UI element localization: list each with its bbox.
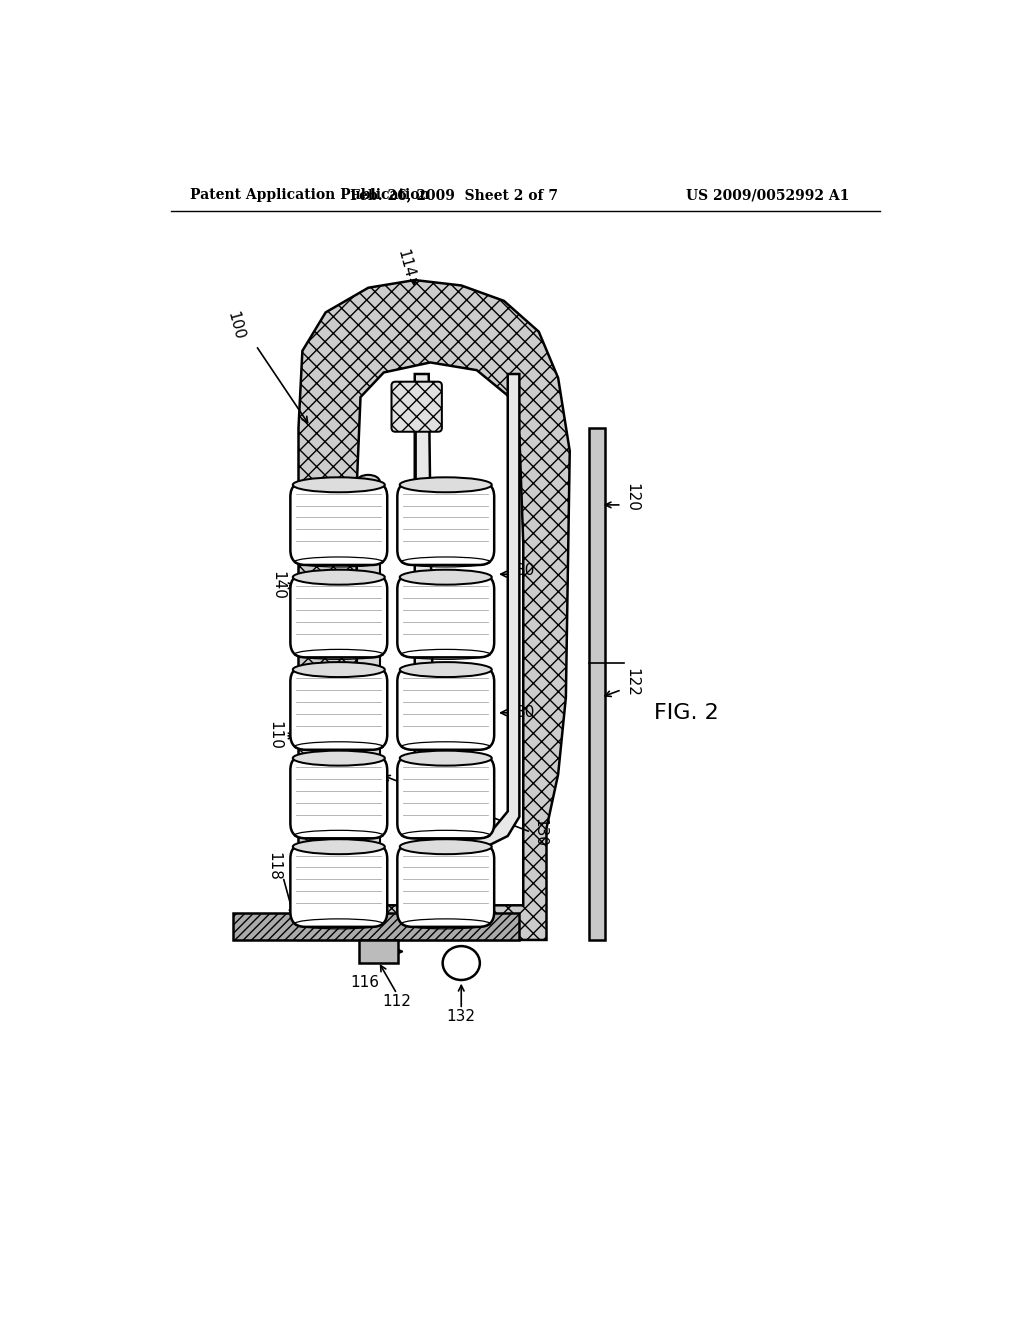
Ellipse shape xyxy=(442,946,480,979)
Text: 130: 130 xyxy=(532,817,548,846)
FancyBboxPatch shape xyxy=(397,755,495,838)
Text: 112: 112 xyxy=(383,994,412,1008)
Ellipse shape xyxy=(293,570,385,585)
Ellipse shape xyxy=(399,751,492,766)
Ellipse shape xyxy=(399,478,492,492)
FancyBboxPatch shape xyxy=(291,843,387,927)
Ellipse shape xyxy=(293,751,385,766)
FancyBboxPatch shape xyxy=(291,755,387,838)
Ellipse shape xyxy=(356,475,380,488)
Polygon shape xyxy=(415,374,519,847)
Bar xyxy=(359,940,397,964)
Text: Feb. 26, 2009  Sheet 2 of 7: Feb. 26, 2009 Sheet 2 of 7 xyxy=(349,189,557,202)
Ellipse shape xyxy=(293,478,385,492)
FancyBboxPatch shape xyxy=(397,667,495,750)
Text: 132: 132 xyxy=(446,1010,476,1024)
FancyBboxPatch shape xyxy=(291,667,387,750)
Ellipse shape xyxy=(293,663,385,677)
Text: 110: 110 xyxy=(267,722,283,750)
FancyBboxPatch shape xyxy=(291,482,387,565)
Text: 140: 140 xyxy=(270,572,285,601)
Text: US 2009/0052992 A1: US 2009/0052992 A1 xyxy=(686,189,849,202)
Text: 118: 118 xyxy=(266,853,282,882)
Text: 30: 30 xyxy=(515,705,535,721)
Ellipse shape xyxy=(399,840,492,854)
Polygon shape xyxy=(356,363,523,906)
Ellipse shape xyxy=(399,663,492,677)
Text: 100: 100 xyxy=(224,310,246,342)
FancyBboxPatch shape xyxy=(397,574,495,657)
Text: 120: 120 xyxy=(624,483,639,512)
Text: 116: 116 xyxy=(350,974,379,990)
FancyBboxPatch shape xyxy=(391,381,442,432)
FancyBboxPatch shape xyxy=(291,574,387,657)
Text: 122: 122 xyxy=(624,668,639,697)
Text: FIG. 2: FIG. 2 xyxy=(653,702,719,723)
Text: Patent Application Publication: Patent Application Publication xyxy=(190,189,430,202)
Text: 114: 114 xyxy=(394,248,417,280)
FancyBboxPatch shape xyxy=(397,843,495,927)
Polygon shape xyxy=(299,280,569,940)
Text: 30: 30 xyxy=(515,562,535,578)
FancyBboxPatch shape xyxy=(397,482,495,565)
Ellipse shape xyxy=(399,570,492,585)
Polygon shape xyxy=(356,482,380,909)
Ellipse shape xyxy=(293,840,385,854)
Polygon shape xyxy=(589,428,604,940)
Polygon shape xyxy=(232,913,519,940)
